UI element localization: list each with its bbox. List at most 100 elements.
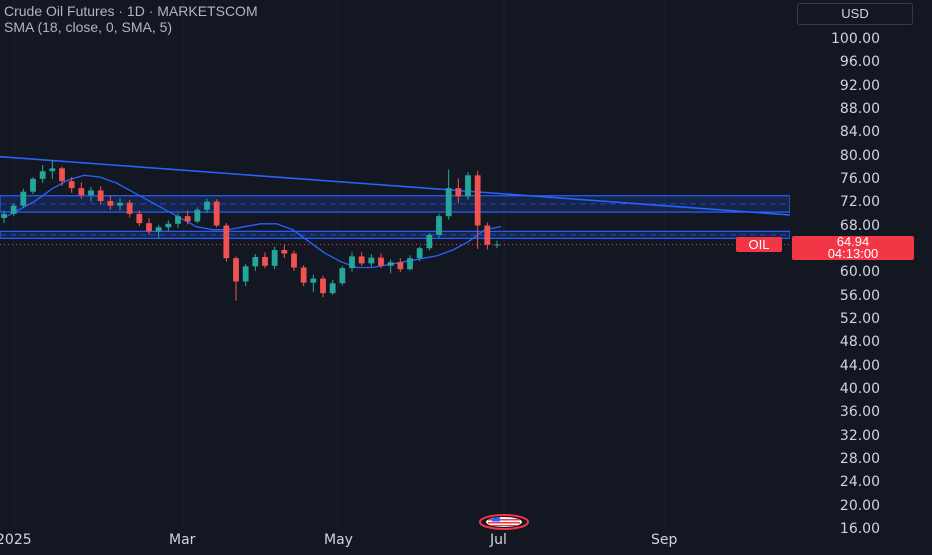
candle-body [300,267,307,283]
candle-body [320,278,326,294]
candle [387,259,394,274]
time-tick-label: Mar [169,532,196,548]
candle-body [213,201,220,226]
trendline [0,155,791,216]
candle-body [397,262,404,270]
candle-body [175,216,181,224]
price-tick-label: 96.00 [839,54,880,71]
candle [146,218,152,235]
candle [262,252,268,269]
candle [175,213,181,228]
time-tick-label: 2025 [0,532,32,548]
candle [368,254,375,267]
candle [88,187,94,202]
last-price: 64.94 [836,234,870,249]
currency-button[interactable]: USD [797,3,913,25]
candle-body [465,175,471,197]
candle-body [68,181,75,189]
candle [204,198,210,214]
candle-body [262,257,268,266]
symbol-tag: OIL [736,237,782,252]
candle-body [1,213,7,218]
indicator-legend[interactable]: SMA (18, close, 0, SMA, 5) [4,19,173,35]
candle [49,160,56,179]
candle-body [349,256,355,269]
candle [445,169,452,220]
candle [416,246,423,262]
price-tick-label: 80.00 [839,147,880,164]
candle [281,244,288,259]
candle [59,166,65,186]
price-tick-label: 44.00 [839,357,880,374]
candle-body [484,225,491,245]
candle [126,199,133,218]
price-tick-label: 88.00 [839,101,880,117]
price-tick-label: 40.00 [839,381,880,397]
candle [97,186,104,205]
candle-body [165,223,172,228]
time-tick-label: May [324,532,353,548]
candle [378,253,384,269]
candle-body [378,257,384,266]
candle [426,233,433,251]
candle-body [387,262,394,266]
price-tick-label: 52.00 [839,311,880,327]
candle-body [117,202,123,206]
candle-body [78,188,85,196]
price-tick-label: 36.00 [839,404,880,421]
candle-body [242,266,249,282]
price-tick-label: 60.00 [839,264,880,281]
candle [329,279,336,295]
candle [107,195,114,210]
candle-body [97,190,104,201]
price-tick-label: 92.00 [839,77,880,94]
candles-layer [1,160,500,301]
candle-body [329,283,336,294]
candle-body [49,168,56,172]
price-chart[interactable] [0,0,791,550]
candle [1,210,7,224]
candle-body [194,209,201,222]
candle-body [20,191,27,206]
candle [136,210,143,227]
candle-body [223,225,230,259]
candle [242,264,249,287]
candle [407,255,413,271]
bar-countdown: 04:13:00 [827,246,879,261]
candle [78,182,85,199]
candle-body [59,168,65,182]
candle [320,275,326,298]
candle-body [436,216,442,235]
candle [20,188,27,208]
candle-body [368,257,375,264]
candle-body [136,213,143,224]
price-tick-label: 68.00 [839,217,880,234]
chart-pane[interactable]: Crude Oil Futures · 1D · MARKETSCOM SMA … [0,0,791,550]
candle [291,250,297,271]
candle-body [310,278,317,283]
candle-body [426,234,433,249]
candle-body [233,258,239,282]
candle [300,265,307,287]
sma-layer [3,174,502,269]
candle [358,252,365,266]
price-tick-label: 84.00 [839,124,880,141]
price-tick-label: 16.00 [839,521,880,537]
time-tick-label: Jul [490,532,507,548]
candle [30,177,36,194]
candle [310,274,317,292]
price-tick-label: 48.00 [839,334,880,351]
candle-body [445,188,452,217]
candle-body [339,268,346,284]
price-tick-label: 24.00 [839,474,880,491]
candle [223,223,230,262]
candle [10,203,17,217]
candle-body [39,171,46,179]
candle [155,224,162,238]
candle [68,177,75,193]
candle-body [271,250,278,266]
price-axis[interactable]: 100.00 96.00 92.00 88.00 84.00 80.00 76.00 72.0… [790,0,932,550]
candle-body [358,256,365,264]
candle [436,213,442,238]
us-flag-icon[interactable] [478,514,530,530]
